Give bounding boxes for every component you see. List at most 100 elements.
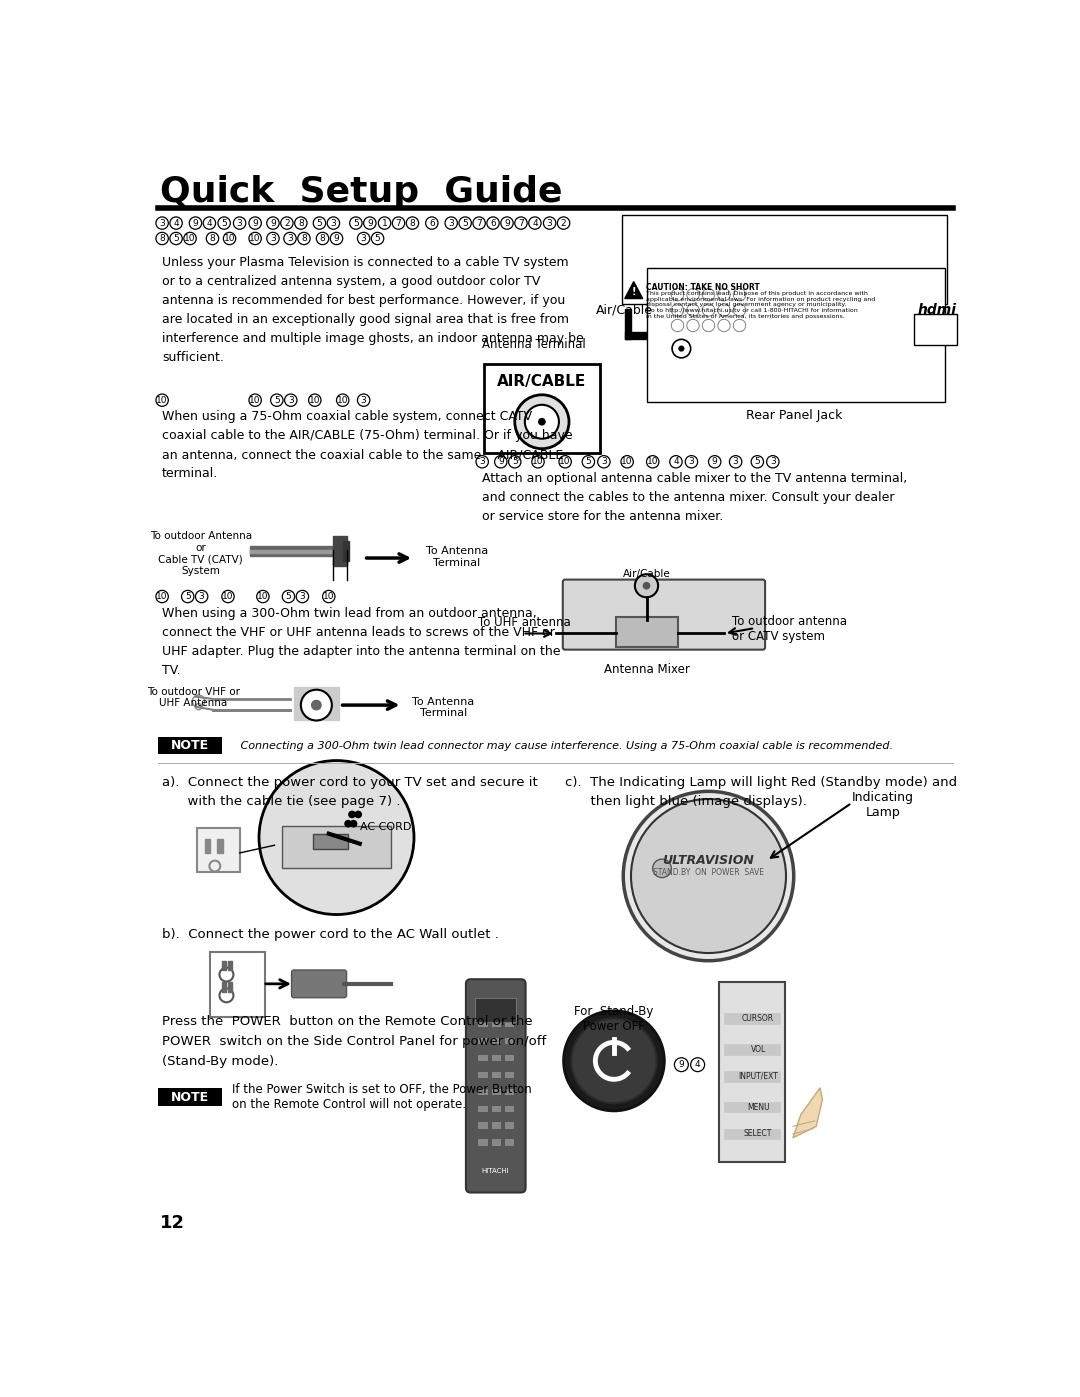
Text: 5: 5	[755, 457, 760, 467]
Text: 10: 10	[559, 457, 571, 467]
Bar	[159, 1088, 221, 1106]
Bar	[504, 1038, 514, 1044]
Bar	[478, 1071, 488, 1077]
Text: CAUTION: TAKE NO SHORT: CAUTION: TAKE NO SHORT	[647, 284, 760, 292]
Text: To outdoor Antenna
or
Cable TV (CATV)
System: To outdoor Antenna or Cable TV (CATV) Sy…	[150, 531, 252, 576]
Text: 9: 9	[504, 218, 510, 228]
Text: 5: 5	[185, 592, 190, 601]
Text: 5: 5	[316, 218, 322, 228]
Text: 4: 4	[206, 218, 212, 228]
Text: 10: 10	[532, 457, 543, 467]
Text: 8: 8	[409, 218, 416, 228]
Text: 8: 8	[298, 218, 303, 228]
Text: 6: 6	[490, 218, 496, 228]
Text: 5: 5	[285, 592, 292, 601]
Bar	[478, 1055, 488, 1060]
FancyBboxPatch shape	[211, 953, 266, 1017]
Text: 10: 10	[647, 457, 659, 467]
Text: 3: 3	[159, 218, 165, 228]
Circle shape	[259, 760, 414, 915]
Text: 7: 7	[518, 218, 524, 228]
Bar	[647, 268, 945, 402]
Text: 2: 2	[561, 218, 566, 228]
Text: AC CORD: AC CORD	[360, 823, 411, 833]
Bar	[724, 1129, 780, 1140]
Bar	[282, 826, 391, 869]
Text: Press the  POWER  button on the Remote Control or the
POWER  switch on the Side : Press the POWER button on the Remote Con…	[162, 1014, 546, 1067]
Text: 10: 10	[224, 233, 235, 243]
Bar	[616, 616, 677, 647]
Circle shape	[631, 799, 786, 953]
Circle shape	[525, 405, 559, 439]
Bar	[504, 1105, 514, 1112]
Circle shape	[538, 418, 545, 426]
Text: 2: 2	[284, 218, 289, 228]
Text: If the Power Switch is set to OFF, the Power Button
on the Remote Control will n: If the Power Switch is set to OFF, the P…	[232, 1083, 531, 1111]
Text: 3: 3	[361, 395, 366, 405]
Bar	[475, 997, 516, 1023]
Bar	[914, 314, 957, 345]
Bar	[484, 365, 600, 453]
Text: 10: 10	[157, 395, 167, 405]
Circle shape	[354, 810, 362, 819]
FancyBboxPatch shape	[563, 580, 765, 650]
Text: Unless your Plasma Television is connected to a cable TV system
or to a centrali: Unless your Plasma Television is connect…	[162, 256, 584, 365]
Text: 10: 10	[249, 395, 261, 405]
Polygon shape	[625, 282, 643, 299]
Text: 9: 9	[712, 457, 717, 467]
Text: hdmi: hdmi	[918, 303, 957, 317]
Text: 3: 3	[480, 457, 485, 467]
Bar	[491, 1038, 501, 1044]
Bar	[478, 1088, 488, 1095]
Text: 8: 8	[320, 233, 325, 243]
FancyBboxPatch shape	[465, 979, 526, 1193]
Bar	[228, 982, 232, 992]
Text: 3: 3	[299, 592, 306, 601]
Circle shape	[301, 690, 332, 721]
Bar	[221, 961, 226, 970]
Bar	[504, 1071, 514, 1077]
Bar	[491, 1140, 501, 1146]
Text: CURSOR: CURSOR	[742, 1014, 774, 1023]
Text: c).  The Indicating Lamp will light Red (Standby mode) and
      then light blue: c). The Indicating Lamp will light Red (…	[565, 775, 957, 807]
Circle shape	[345, 820, 352, 827]
Text: To Antenna
Terminal: To Antenna Terminal	[426, 546, 488, 569]
Text: HITACHI: HITACHI	[482, 1168, 509, 1173]
Text: 10: 10	[257, 592, 269, 601]
Text: 3: 3	[361, 233, 366, 243]
Text: To Antenna
Terminal: To Antenna Terminal	[413, 697, 475, 718]
Circle shape	[571, 1018, 657, 1104]
Bar	[478, 1038, 488, 1044]
Text: 3: 3	[770, 457, 775, 467]
Bar	[478, 1105, 488, 1112]
Text: 5: 5	[585, 457, 591, 467]
Text: Connecting a 300-Ohm twin lead connector may cause interference. Using a 75-Ohm : Connecting a 300-Ohm twin lead connector…	[230, 740, 892, 752]
Text: 4: 4	[694, 1060, 701, 1069]
Text: Air/Cable: Air/Cable	[623, 569, 671, 580]
Bar	[478, 1140, 488, 1146]
Text: 5: 5	[173, 233, 179, 243]
Bar	[217, 840, 222, 854]
Text: Attach an optional antenna cable mixer to the TV antenna terminal,
and connect t: Attach an optional antenna cable mixer t…	[482, 472, 907, 522]
Text: For  Stand-By
Power OFF: For Stand-By Power OFF	[575, 1006, 653, 1034]
Polygon shape	[793, 1088, 823, 1137]
Text: 3: 3	[546, 218, 553, 228]
Circle shape	[635, 574, 658, 598]
Text: STAND.BY  ON  POWER  SAVE: STAND.BY ON POWER SAVE	[653, 868, 764, 877]
Bar	[504, 1122, 514, 1129]
Bar	[491, 1088, 501, 1095]
Text: !: !	[632, 288, 636, 298]
Text: 5: 5	[375, 233, 380, 243]
Text: NOTE: NOTE	[171, 739, 210, 753]
Bar	[249, 550, 335, 553]
Bar	[491, 1122, 501, 1129]
Bar	[504, 1055, 514, 1060]
Text: 5: 5	[512, 457, 517, 467]
Text: 10: 10	[157, 592, 167, 601]
Text: 7: 7	[395, 218, 402, 228]
Text: When using a 300-Ohm twin lead from an outdoor antenna,
connect the VHF or UHF a: When using a 300-Ohm twin lead from an o…	[162, 606, 561, 676]
Circle shape	[678, 345, 685, 352]
Bar	[647, 337, 670, 339]
Bar	[313, 834, 348, 849]
Text: a).  Connect the power cord to your TV set and secure it
      with the cable ti: a). Connect the power cord to your TV se…	[162, 775, 538, 807]
